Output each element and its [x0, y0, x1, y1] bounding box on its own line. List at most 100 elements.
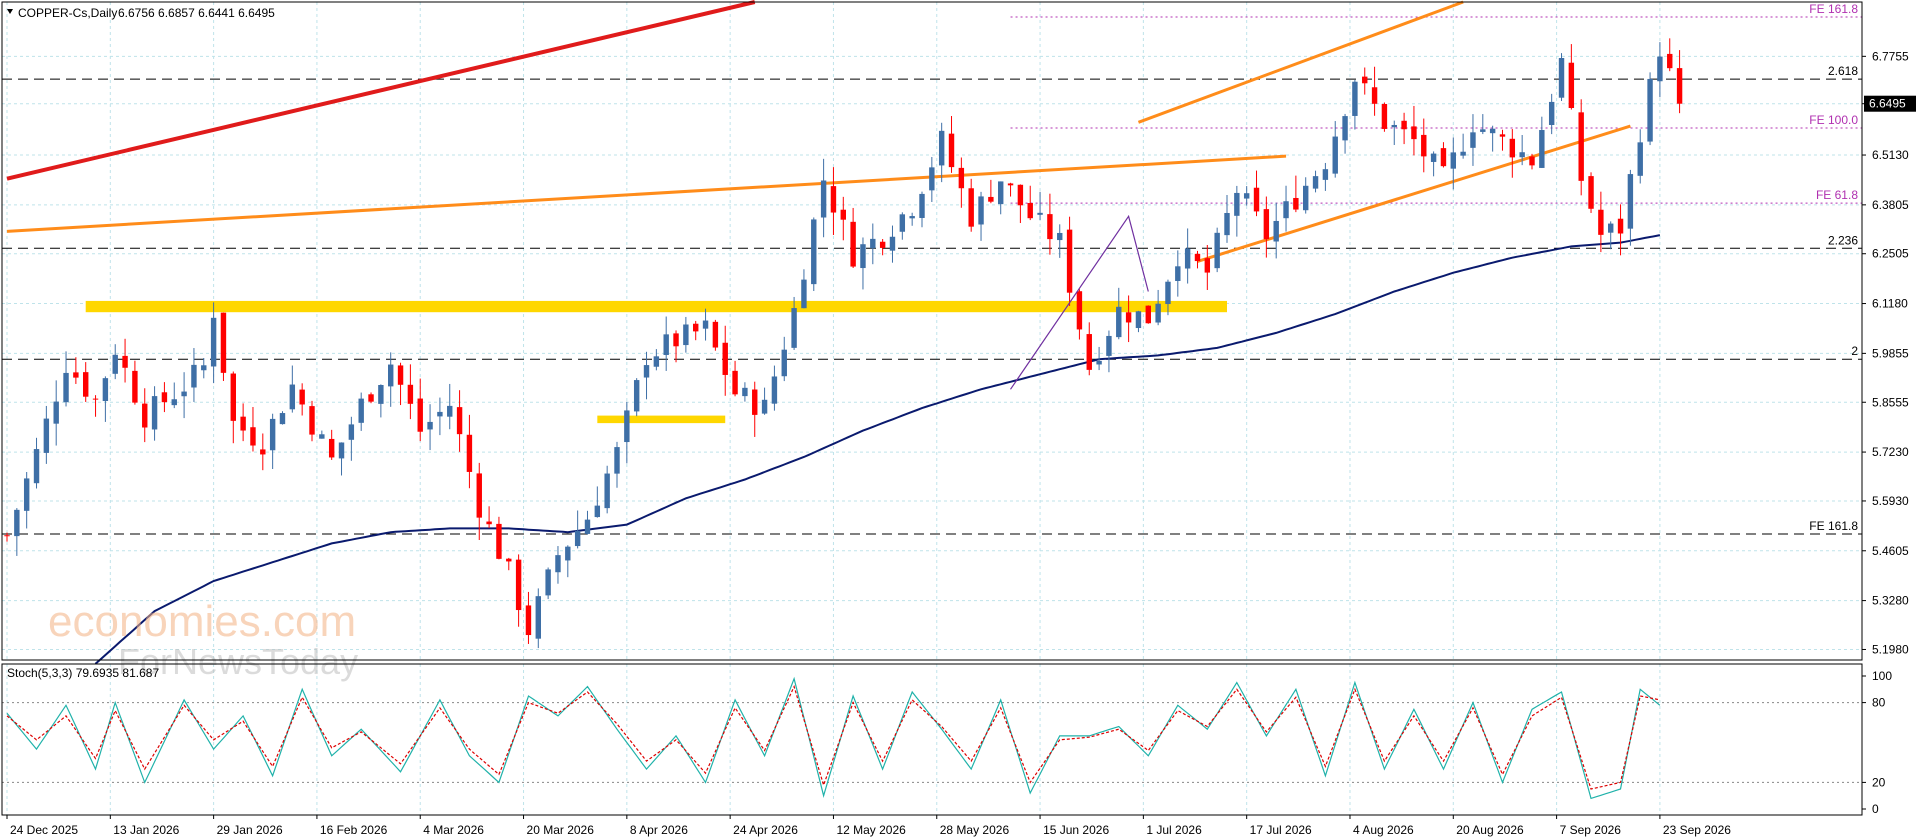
candle-body: [820, 180, 827, 218]
zigzag-pattern: [1010, 214, 1149, 390]
candle-body: [328, 438, 335, 458]
candle: [1411, 105, 1417, 156]
candle: [230, 371, 236, 444]
candle-body: [722, 342, 728, 375]
candle-body: [1450, 152, 1456, 169]
candle: [368, 392, 374, 404]
y-tick-label: 5.9855: [1872, 346, 1909, 360]
candle-body: [161, 392, 168, 403]
candle: [860, 237, 866, 290]
y-tick-label: 5.3280: [1872, 594, 1909, 608]
candle-body: [712, 321, 719, 348]
candle-body: [702, 320, 709, 329]
candle-body: [437, 411, 443, 417]
candle: [250, 407, 256, 452]
candle: [1303, 177, 1309, 214]
candle-body: [1283, 201, 1289, 219]
candle-body: [358, 398, 364, 423]
x-tick-label: 12 May 2026: [836, 823, 906, 837]
x-tick-label: 4 Aug 2026: [1353, 823, 1414, 837]
candle-body: [948, 133, 955, 168]
candle-body: [1470, 132, 1476, 148]
candle: [624, 401, 630, 464]
candle: [299, 383, 305, 416]
level-label: 2.236: [1828, 233, 1858, 247]
level-label: 2: [1851, 344, 1858, 358]
x-tick-label: 24 Apr 2026: [733, 823, 798, 837]
candle: [761, 387, 768, 415]
grid-lines: [2, 2, 1862, 815]
candle: [879, 238, 886, 256]
candle: [958, 157, 965, 208]
y-tick-label: 5.7230: [1872, 445, 1909, 459]
candle-body: [1647, 78, 1653, 142]
candle-body: [220, 312, 227, 373]
stoch-tick-label: 100: [1872, 669, 1892, 683]
y-tick-label: 5.8555: [1872, 395, 1909, 409]
stoch-signal-line: [6, 684, 1661, 790]
candle: [1509, 129, 1516, 178]
candle-body: [1401, 120, 1407, 130]
candle: [899, 212, 906, 240]
y-tick-label: 5.1980: [1872, 642, 1909, 656]
candle: [92, 395, 99, 417]
candle-body: [643, 365, 650, 378]
candle: [683, 316, 689, 353]
candle-body: [269, 418, 276, 451]
candle: [388, 352, 394, 407]
candle-body: [1637, 142, 1643, 176]
candle: [1676, 50, 1683, 114]
candle-body: [771, 376, 778, 404]
candle: [476, 462, 482, 540]
support-zones: [85, 300, 1227, 424]
stoch-tick-label: 0: [1872, 802, 1879, 816]
candle: [565, 545, 571, 578]
candle-body: [1263, 209, 1270, 240]
candle: [397, 362, 404, 406]
candle-body: [525, 605, 532, 636]
collapse-triangle-icon[interactable]: [7, 9, 13, 14]
candle-body: [1194, 253, 1201, 262]
candle: [132, 360, 138, 405]
candle: [1440, 142, 1447, 168]
candle: [712, 319, 719, 351]
candle: [752, 381, 758, 437]
x-tick-label: 7 Sep 2026: [1560, 823, 1622, 837]
candle: [1647, 72, 1653, 146]
x-tick-label: 15 Jun 2026: [1043, 823, 1109, 837]
candle: [1214, 227, 1220, 273]
candle-body: [1332, 136, 1338, 174]
candle: [112, 344, 118, 380]
candle-body: [850, 221, 856, 267]
candle-body: [870, 238, 876, 249]
x-tick-label: 1 Jul 2026: [1146, 823, 1202, 837]
support-zone: [597, 415, 726, 424]
candle: [594, 486, 601, 518]
candle-body: [378, 385, 384, 404]
x-tick-label: 4 Mar 2026: [423, 823, 484, 837]
candle: [1352, 79, 1358, 130]
candle: [1057, 224, 1063, 258]
candle: [466, 414, 473, 489]
candle-body: [427, 421, 433, 430]
candle: [604, 465, 610, 514]
candle: [1283, 185, 1289, 232]
candle-body: [1480, 129, 1486, 132]
candle: [486, 506, 492, 529]
candle-body: [1057, 232, 1063, 241]
candle-body: [1096, 360, 1102, 365]
candle-body: [1145, 305, 1151, 324]
red-trendline: [6, 0, 756, 181]
candle-body: [1362, 76, 1368, 84]
candle-body: [1125, 312, 1132, 323]
candle-body: [1539, 130, 1545, 168]
candle-body: [1047, 214, 1053, 240]
candle-body: [781, 349, 787, 377]
candle: [525, 591, 532, 644]
candle-body: [614, 447, 620, 474]
horizontal-levels: 2.618 2.236 2 FE 161.8 FE 161.8 FE 100.0 FE 61…: [2, 2, 1862, 535]
level-label: FE 161.8: [1809, 2, 1858, 16]
candle-body: [938, 130, 945, 166]
